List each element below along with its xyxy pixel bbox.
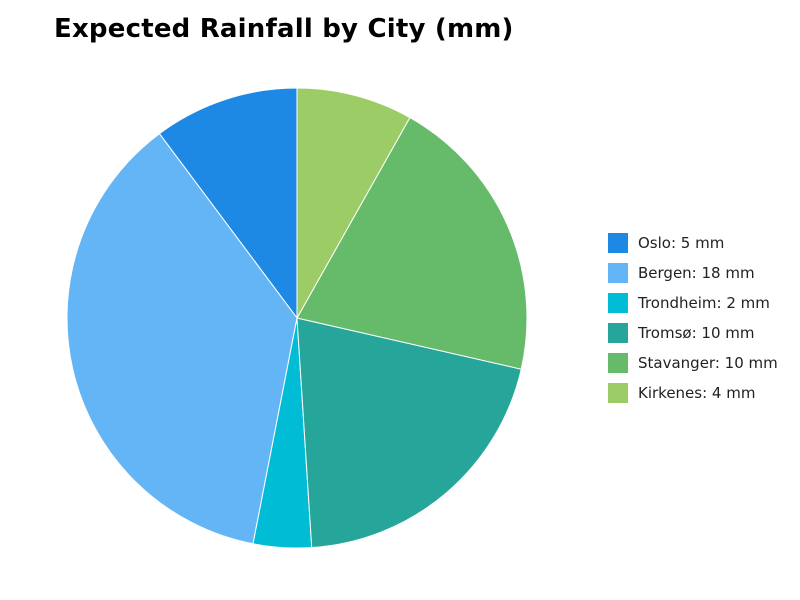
legend-item-bergen: Bergen: 18 mm: [608, 263, 778, 283]
legend-label-kirkenes: Kirkenes: 4 mm: [638, 384, 756, 402]
legend-item-kirkenes: Kirkenes: 4 mm: [608, 383, 778, 403]
legend-swatch-trondheim: [608, 293, 628, 313]
legend-item-tromso: Tromsø: 10 mm: [608, 323, 778, 343]
legend-label-oslo: Oslo: 5 mm: [638, 234, 725, 252]
legend-item-oslo: Oslo: 5 mm: [608, 233, 778, 253]
legend-label-bergen: Bergen: 18 mm: [638, 264, 755, 282]
chart-title: Expected Rainfall by City (mm): [54, 14, 514, 44]
legend-swatch-tromso: [608, 323, 628, 343]
legend-item-stavanger: Stavanger: 10 mm: [608, 353, 778, 373]
pie-slice-oslo: [158, 87, 298, 320]
pie-slice-tromso: [296, 317, 522, 549]
legend-label-trondheim: Trondheim: 2 mm: [638, 294, 770, 312]
legend-item-trondheim: Trondheim: 2 mm: [608, 293, 778, 313]
pie-slice-kirkenes: [296, 87, 411, 320]
pie-slice-stavanger: [296, 116, 528, 370]
legend-swatch-bergen: [608, 263, 628, 283]
pie-slice-bergen: [66, 132, 298, 545]
legend: Oslo: 5 mm Bergen: 18 mm Trondheim: 2 mm…: [608, 233, 778, 413]
pie-slices: [66, 87, 528, 549]
legend-swatch-kirkenes: [608, 383, 628, 403]
legend-swatch-oslo: [608, 233, 628, 253]
legend-label-stavanger: Stavanger: 10 mm: [638, 354, 778, 372]
legend-label-tromso: Tromsø: 10 mm: [638, 324, 755, 342]
legend-swatch-stavanger: [608, 353, 628, 373]
